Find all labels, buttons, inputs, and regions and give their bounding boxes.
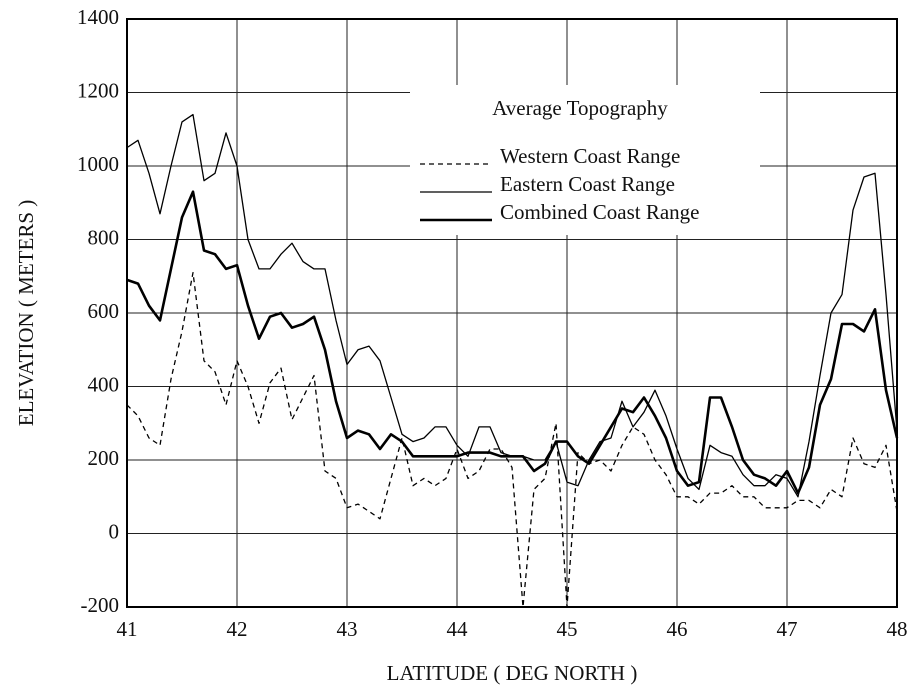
y-axis-label: ELEVATION ( METERS ) (14, 200, 38, 427)
line-series (126, 190, 899, 495)
y-tick-label: 0 (109, 519, 120, 543)
x-tick-label: 42 (227, 617, 248, 641)
legend-label: Eastern Coast Range (500, 172, 675, 196)
x-axis-label: LATITUDE ( DEG NORTH ) (387, 661, 638, 685)
legend-label: Combined Coast Range (500, 200, 699, 224)
y-tick-label: 800 (88, 225, 120, 249)
y-tick-label: 400 (88, 372, 120, 396)
x-tick-label: 41 (117, 617, 138, 641)
x-tick-label: 44 (447, 617, 469, 641)
x-tick-label: 43 (337, 617, 358, 641)
plot-frame (126, 18, 898, 608)
y-tick-label: 1200 (77, 78, 119, 102)
x-tick-label: 46 (667, 617, 688, 641)
x-tick-label: 48 (887, 617, 908, 641)
legend-title: Average Topography (492, 96, 668, 120)
line-series (126, 271, 898, 608)
y-tick-label: 1000 (77, 152, 119, 176)
x-tick-label: 47 (777, 617, 798, 641)
y-tick-label: 1400 (77, 5, 119, 29)
legend-label: Western Coast Range (500, 144, 680, 168)
legend-box (410, 85, 760, 235)
y-tick-label: -200 (81, 593, 120, 617)
y-tick-label: 200 (88, 446, 120, 470)
x-tick-label: 45 (557, 617, 578, 641)
y-tick-label: 600 (88, 299, 120, 323)
